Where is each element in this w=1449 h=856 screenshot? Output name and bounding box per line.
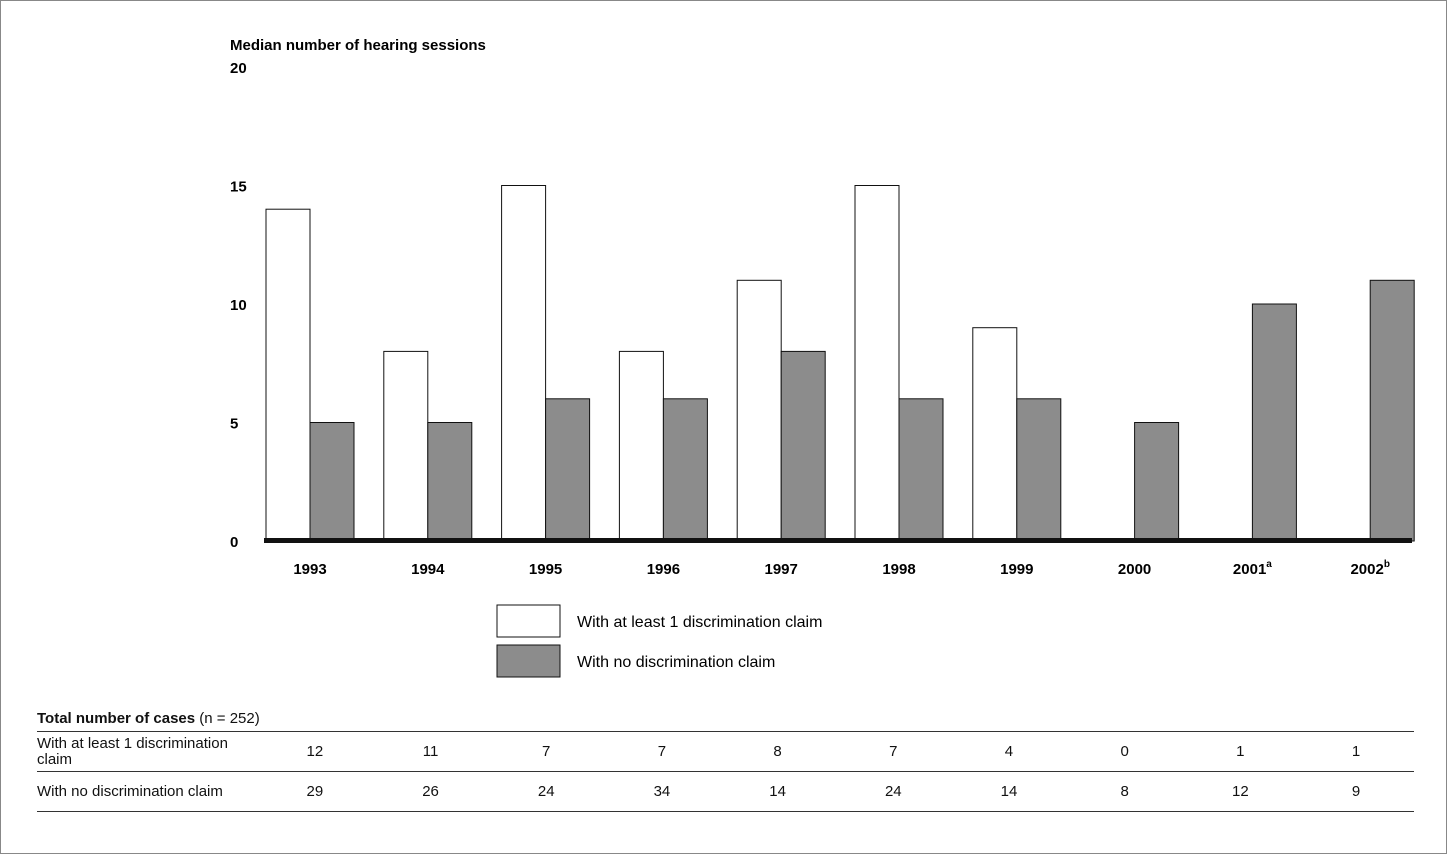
bar-no-discrimination-1995 — [545, 398, 591, 542]
bars — [265, 185, 1415, 542]
table-title-rest: (n = 252) — [195, 710, 260, 727]
bar-with-discrimination-1996 — [618, 350, 664, 542]
legend-label-no-discrimination: With no discrimination claim — [577, 654, 775, 671]
x-tick-footnote-mark: b — [1384, 559, 1390, 570]
table-cell: 7 — [542, 743, 551, 760]
table-cell: 14 — [1000, 783, 1018, 800]
table-cell: 7 — [889, 743, 898, 760]
table-cell: 14 — [769, 783, 786, 800]
bar-with-discrimination-1994 — [383, 350, 429, 542]
case-count-table: Total number of cases (n = 252) With at … — [37, 707, 1414, 812]
y-tick-label: 10 — [230, 297, 247, 314]
bar-with-discrimination-1999 — [972, 327, 1018, 542]
table-cell: 29 — [306, 783, 324, 800]
table-cell: 34 — [653, 783, 671, 800]
bar-with-discrimination-1993 — [265, 208, 311, 542]
bar-with-discrimination-1998 — [854, 185, 900, 542]
x-axis-baseline — [264, 538, 1412, 543]
y-tick-label: 5 — [230, 416, 238, 433]
bar-no-discrimination-1996 — [662, 398, 708, 542]
table: With at least 1 discrimination claim 12 11… — [37, 731, 1414, 812]
bar-with-discrimination-1997 — [736, 279, 782, 542]
y-axis-title: Median number of hearing sessions — [230, 37, 486, 54]
table-title: Total number of cases (n = 252) — [37, 707, 1414, 731]
x-tick-label: 1997 — [765, 561, 798, 578]
table-cell: 24 — [537, 783, 555, 800]
table-cell: 4 — [1004, 743, 1014, 760]
x-tick-label: 1994 — [411, 561, 445, 578]
table-cell: 8 — [1120, 783, 1129, 800]
table-cell: 7 — [657, 743, 667, 760]
table-cell: 1 — [1236, 743, 1245, 760]
bar-no-discrimination-1999 — [1016, 398, 1062, 542]
table-cell: 24 — [884, 783, 902, 800]
y-tick-label: 20 — [230, 60, 247, 77]
x-tick-label: 1998 — [882, 561, 915, 578]
table-cell: 8 — [773, 743, 782, 760]
x-tick-footnote-mark: a — [1266, 559, 1272, 570]
table-row-label: With no discrimination claim — [37, 782, 223, 800]
legend-swatch-no-discrimination — [496, 644, 561, 678]
legend-swatch-discrimination — [496, 604, 561, 638]
y-axis-ticks: 0 5 10 15 20 — [230, 60, 247, 551]
table-cell: 11 — [422, 743, 439, 760]
x-tick-label: 2001a — [1233, 559, 1272, 578]
y-tick-label: 15 — [230, 179, 247, 196]
bar-no-discrimination-1998 — [898, 398, 944, 542]
bar-chart: Median number of hearing sessions 0 5 10 15… — [230, 37, 1415, 678]
bar-no-discrimination-2002 — [1369, 279, 1415, 542]
table-cell: 12 — [1232, 783, 1249, 800]
x-tick-label: 2000 — [1118, 561, 1151, 578]
table-row: With no discrimination claim 29 26 24 34 14 24… — [37, 771, 1414, 812]
table-title-bold: Total number of cases — [37, 710, 196, 727]
x-tick-label: 2002b — [1350, 559, 1389, 578]
bar-no-discrimination-1997 — [780, 350, 826, 542]
x-tick-label: 1995 — [529, 561, 562, 578]
x-tick-label: 1996 — [647, 561, 680, 578]
x-axis-labels: 1993 1994 1995 1996 1997 1998 1999 2000 2001a 200… — [293, 559, 1390, 578]
table-cell: 9 — [1351, 783, 1361, 800]
table-cell: 1 — [1351, 743, 1361, 760]
table-cell: 0 — [1120, 743, 1129, 760]
x-tick-label: 1993 — [293, 561, 326, 578]
bar-no-discrimination-2001 — [1251, 303, 1297, 542]
bar-no-discrimination-2000 — [1134, 422, 1180, 542]
table-row-label: With at least 1 discrimination claim — [37, 734, 228, 768]
bar-with-discrimination-1995 — [501, 185, 547, 542]
legend-label-discrimination: With at least 1 discrimination claim — [577, 614, 822, 631]
table-cell: 26 — [422, 783, 439, 800]
y-tick-label: 0 — [230, 534, 238, 551]
legend: With at least 1 discrimination claim Wit… — [496, 604, 822, 678]
bar-no-discrimination-1994 — [427, 422, 473, 542]
bar-no-discrimination-1993 — [309, 422, 355, 542]
table-cell: 12 — [306, 743, 324, 760]
table-row: With at least 1 discrimination claim 12 11… — [37, 731, 1414, 772]
x-tick-label: 1999 — [1000, 561, 1033, 578]
